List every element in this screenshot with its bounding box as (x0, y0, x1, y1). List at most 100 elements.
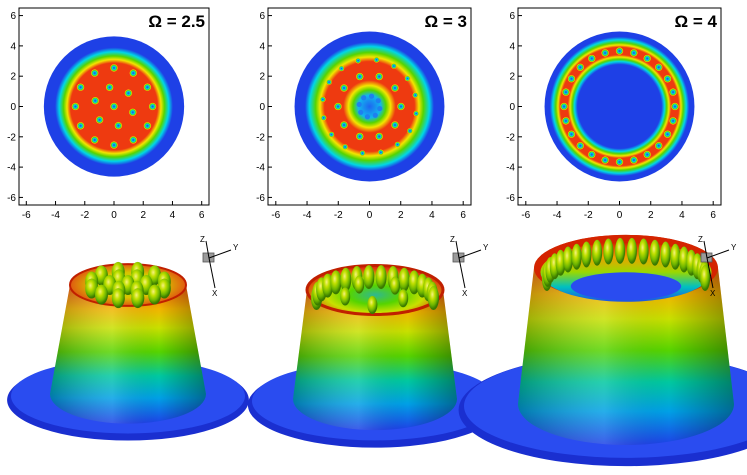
y-tick-label: -6 (506, 193, 515, 204)
vortex (643, 54, 652, 63)
vortex (576, 63, 585, 72)
x-tick-label: 2 (648, 210, 654, 221)
vortex-bump (354, 275, 365, 294)
vortex (669, 88, 678, 97)
vortex (669, 116, 678, 125)
vortex (76, 121, 85, 130)
y-tick-label: -2 (7, 132, 16, 143)
density-surface-3 (458, 234, 747, 467)
x-tick-label: 6 (710, 210, 716, 221)
y-axis (706, 249, 730, 259)
vortex (114, 121, 123, 130)
vortex (375, 98, 381, 104)
vortex (326, 79, 333, 86)
vortex (355, 57, 362, 64)
vortex (90, 69, 99, 78)
vortex (406, 127, 413, 134)
x-axis (458, 257, 466, 289)
vortex (110, 63, 118, 72)
vortex-bump (581, 241, 592, 268)
vortex (355, 72, 364, 81)
density-panel-2: -6 -4 -2 0 2 4 6 6 4 2 0 -2 -4 -6 Ω = 3 (256, 7, 472, 221)
x-tick-label: 6 (199, 210, 205, 221)
vortex (390, 121, 399, 130)
x-tick-label: 2 (140, 210, 146, 221)
vortex (129, 69, 138, 78)
vortex (396, 102, 405, 111)
density-panel-1: -6 -4 -2 0 2 4 6 6 4 2 0 -2 -4 -6 Ω = 2.5 (7, 7, 210, 221)
y-tick-label: -4 (256, 163, 265, 174)
vortex (334, 102, 343, 111)
vortex (76, 83, 85, 92)
vortex (643, 150, 652, 159)
vortex-bump (330, 270, 342, 295)
y-tick-label: -2 (506, 132, 515, 143)
y-tick-label: 2 (259, 72, 265, 83)
y-tick-label: 0 (10, 102, 16, 113)
surface-wall-shading (50, 264, 206, 424)
y-axis-label: Y (233, 243, 239, 252)
vortex (377, 105, 383, 112)
x-axis-label: X (710, 289, 716, 298)
vortex-bump (375, 265, 387, 290)
vortex (654, 141, 663, 150)
vortex-bump (390, 276, 401, 295)
y-tick-label: -4 (506, 163, 515, 174)
x-tick-label: -4 (303, 210, 312, 221)
vortex-bump (131, 288, 145, 309)
orientation-axes-2: Z Y X (450, 235, 489, 298)
vortex (375, 132, 384, 141)
vortex (143, 121, 152, 130)
vortex (340, 83, 349, 92)
vortex-bump (563, 246, 574, 273)
y-tick-label: -6 (256, 193, 265, 204)
vortex (328, 131, 335, 138)
vortex-bump (615, 237, 626, 264)
vortex (356, 101, 362, 108)
vortex-bump (700, 265, 711, 291)
vortex (412, 92, 419, 99)
vortex (629, 48, 638, 57)
vortex-bump (398, 289, 409, 308)
y-tick-label: -6 (7, 193, 16, 204)
vortex (375, 72, 384, 81)
y-tick-label: 4 (259, 41, 265, 52)
density-panel-3: -6 -4 -2 0 2 4 6 6 4 2 0 -2 -4 -6 Ω = 4 (506, 7, 722, 221)
z-axis (455, 240, 460, 259)
vortex-bump (427, 286, 439, 310)
z-axis (205, 240, 210, 259)
x-axis (706, 257, 714, 289)
y-axis (208, 249, 232, 259)
vortex (143, 83, 152, 92)
x-tick-label: -2 (334, 210, 343, 221)
vortex (368, 93, 375, 99)
orientation-axes-1: Z Y X (200, 235, 239, 298)
x-tick-label: -2 (584, 210, 593, 221)
vortex (561, 88, 570, 97)
x-tick-label: -6 (271, 210, 280, 221)
y-tick-label: -2 (256, 132, 265, 143)
z-axis (703, 240, 708, 259)
vortex (390, 63, 397, 70)
vortex-bump (340, 267, 352, 292)
vortex (560, 102, 569, 111)
vortex-bump (363, 265, 375, 290)
vortex-bump (148, 284, 162, 305)
x-tick-label: 0 (367, 210, 373, 221)
vortex-bump (638, 238, 649, 265)
vortex (124, 89, 133, 98)
x-tick-label: 6 (460, 210, 466, 221)
x-tick-label: 4 (429, 210, 435, 221)
vortex (364, 114, 371, 120)
y-axis-label: Y (483, 243, 489, 252)
vortex (361, 95, 367, 101)
vortex (338, 65, 345, 72)
vortex-bump (571, 243, 582, 270)
vortex (71, 102, 80, 111)
x-tick-label: 4 (170, 210, 176, 221)
surface-hole-floor (570, 272, 682, 301)
vortex-bump (85, 278, 99, 299)
x-tick-label: -6 (22, 210, 31, 221)
vortex (390, 83, 399, 92)
